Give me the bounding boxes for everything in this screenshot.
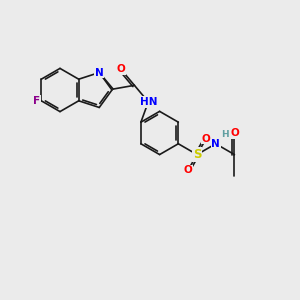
Text: HN: HN: [140, 97, 157, 107]
Text: N: N: [212, 139, 220, 149]
Text: N: N: [95, 68, 103, 77]
Text: O: O: [184, 166, 192, 176]
Text: O: O: [116, 64, 125, 74]
Text: S: S: [193, 148, 201, 161]
Text: F: F: [33, 96, 40, 106]
Text: H: H: [221, 130, 229, 139]
Text: O: O: [230, 128, 239, 138]
Text: O: O: [202, 134, 211, 144]
